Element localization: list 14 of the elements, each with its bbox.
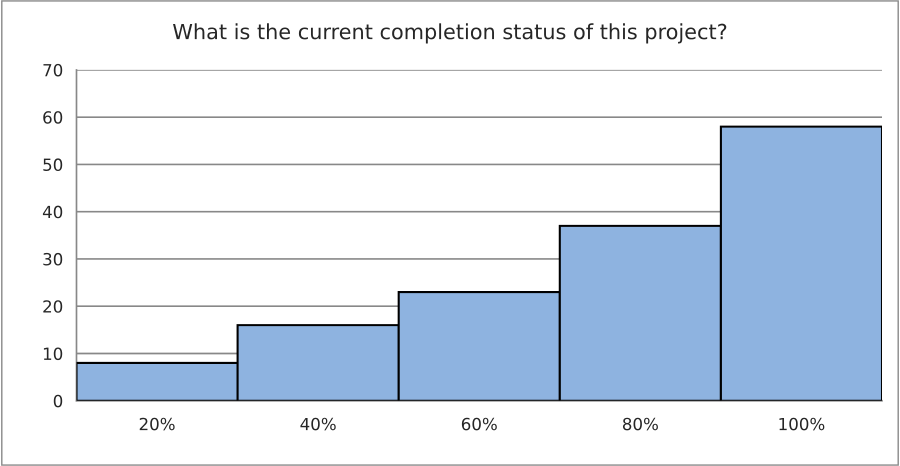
y-tick-label: 20 bbox=[43, 300, 62, 313]
y-tick-label: 70 bbox=[43, 64, 62, 76]
x-tick-label: 20% bbox=[140, 418, 175, 430]
y-tick-label: 60 bbox=[43, 111, 62, 124]
x-tick-label: 100% bbox=[779, 418, 824, 430]
y-tick-label: 30 bbox=[43, 252, 62, 266]
y-tick-label: 50 bbox=[43, 158, 62, 171]
y-tick-label: 0 bbox=[54, 394, 62, 408]
x-tick-label: 60% bbox=[462, 418, 497, 430]
x-tick-label: 80% bbox=[622, 418, 658, 430]
x-tick-label: 40% bbox=[300, 418, 336, 430]
y-tick-label: 40 bbox=[42, 206, 62, 218]
chart-title: What is the current completion status of this project? bbox=[173, 23, 726, 44]
y-tick-label: 10 bbox=[44, 347, 62, 360]
